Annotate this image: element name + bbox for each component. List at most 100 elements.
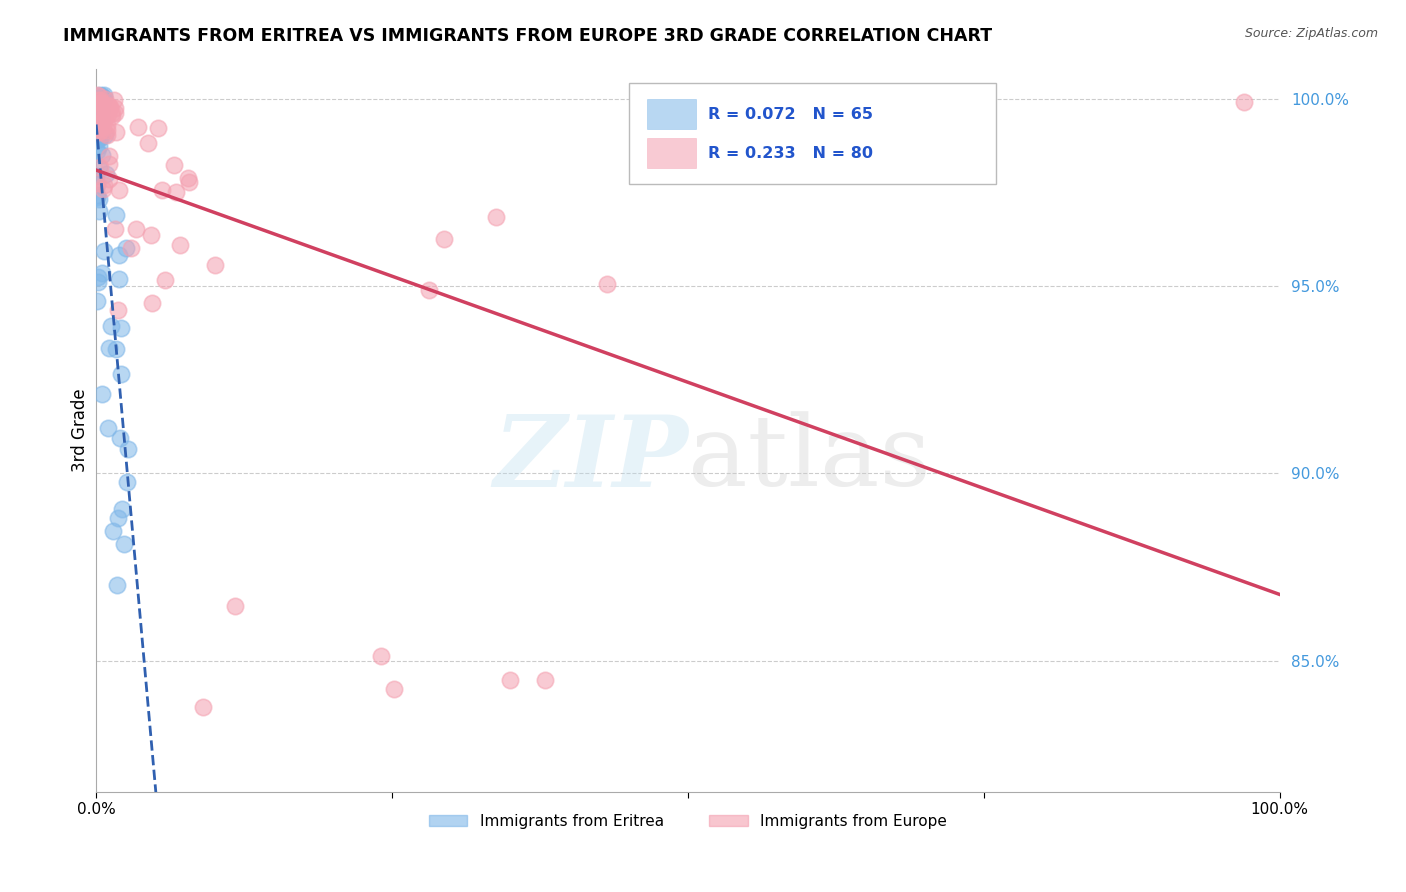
Point bbox=[98, 99, 121, 113]
Point bbox=[204, 258, 226, 272]
Point bbox=[89, 97, 111, 112]
Point bbox=[107, 303, 129, 318]
Point bbox=[89, 112, 111, 126]
Point bbox=[101, 524, 124, 539]
Point bbox=[98, 341, 121, 355]
Point bbox=[91, 266, 114, 280]
Point bbox=[87, 132, 110, 146]
Point bbox=[89, 103, 111, 118]
Point bbox=[91, 387, 114, 401]
Point bbox=[89, 120, 111, 135]
Point bbox=[382, 681, 405, 696]
Point bbox=[86, 87, 108, 102]
Point bbox=[104, 222, 127, 236]
Text: IMMIGRANTS FROM ERITREA VS IMMIGRANTS FROM EUROPE 3RD GRADE CORRELATION CHART: IMMIGRANTS FROM ERITREA VS IMMIGRANTS FR… bbox=[63, 27, 993, 45]
Point bbox=[86, 103, 108, 117]
Point bbox=[89, 125, 111, 139]
Point bbox=[499, 673, 522, 687]
Point bbox=[104, 101, 127, 115]
FancyBboxPatch shape bbox=[647, 138, 696, 169]
Point bbox=[100, 319, 122, 334]
Point bbox=[87, 120, 110, 135]
Point bbox=[224, 599, 246, 613]
Text: atlas: atlas bbox=[688, 411, 931, 507]
Point bbox=[87, 104, 110, 119]
Point bbox=[87, 101, 110, 115]
Point bbox=[86, 190, 108, 204]
Point bbox=[107, 511, 129, 525]
Point bbox=[105, 208, 128, 222]
Point bbox=[165, 185, 187, 199]
Point bbox=[98, 100, 121, 114]
Point bbox=[108, 248, 131, 262]
Point bbox=[105, 125, 128, 139]
Point bbox=[146, 120, 169, 135]
Point bbox=[90, 123, 112, 137]
Point bbox=[87, 112, 110, 126]
Point bbox=[433, 232, 456, 246]
Point bbox=[94, 126, 117, 140]
Point bbox=[1233, 95, 1256, 110]
Point bbox=[117, 442, 139, 457]
Point bbox=[91, 120, 114, 134]
Point bbox=[97, 149, 120, 163]
Point bbox=[96, 123, 118, 137]
Point bbox=[96, 118, 118, 132]
Legend: Immigrants from Eritrea, Immigrants from Europe: Immigrants from Eritrea, Immigrants from… bbox=[423, 808, 953, 835]
Point bbox=[107, 182, 129, 196]
Text: R = 0.072   N = 65: R = 0.072 N = 65 bbox=[709, 107, 873, 121]
Point bbox=[87, 122, 110, 136]
Point bbox=[94, 128, 117, 143]
Point bbox=[108, 272, 131, 286]
Point bbox=[97, 172, 120, 186]
Point bbox=[108, 431, 131, 445]
Point bbox=[86, 178, 108, 192]
Point bbox=[86, 127, 108, 141]
Point bbox=[96, 98, 118, 112]
Text: ZIP: ZIP bbox=[494, 411, 688, 508]
Point bbox=[89, 97, 111, 112]
Point bbox=[110, 320, 132, 334]
Point bbox=[94, 92, 117, 106]
Point bbox=[93, 244, 115, 258]
Point bbox=[177, 171, 200, 186]
Point bbox=[86, 120, 108, 134]
Text: Source: ZipAtlas.com: Source: ZipAtlas.com bbox=[1244, 27, 1378, 40]
Point bbox=[86, 187, 108, 202]
Point bbox=[120, 241, 142, 255]
Point bbox=[86, 97, 108, 112]
Point bbox=[89, 112, 111, 127]
Point bbox=[89, 139, 111, 153]
Point bbox=[96, 103, 118, 117]
Point bbox=[94, 167, 117, 181]
Point bbox=[86, 102, 108, 116]
Point bbox=[177, 175, 200, 189]
Point bbox=[86, 144, 108, 158]
Point bbox=[100, 106, 122, 120]
FancyBboxPatch shape bbox=[628, 83, 995, 185]
Point bbox=[596, 277, 619, 292]
Point bbox=[112, 536, 135, 550]
Point bbox=[87, 98, 110, 112]
Point bbox=[87, 93, 110, 107]
Point bbox=[97, 107, 120, 121]
Point bbox=[89, 103, 111, 117]
Point bbox=[139, 227, 162, 242]
Point bbox=[103, 93, 125, 107]
Point bbox=[84, 169, 107, 183]
Point bbox=[115, 240, 138, 254]
Point bbox=[104, 106, 127, 120]
Point bbox=[91, 148, 114, 162]
Point bbox=[90, 96, 112, 111]
Point bbox=[89, 160, 111, 174]
Point bbox=[87, 115, 110, 129]
FancyBboxPatch shape bbox=[647, 99, 696, 129]
Point bbox=[87, 122, 110, 136]
Point bbox=[163, 158, 186, 172]
Point bbox=[87, 121, 110, 136]
Point bbox=[89, 161, 111, 175]
Point bbox=[96, 128, 118, 142]
Point bbox=[155, 273, 177, 287]
Point bbox=[89, 121, 111, 136]
Point bbox=[90, 113, 112, 128]
